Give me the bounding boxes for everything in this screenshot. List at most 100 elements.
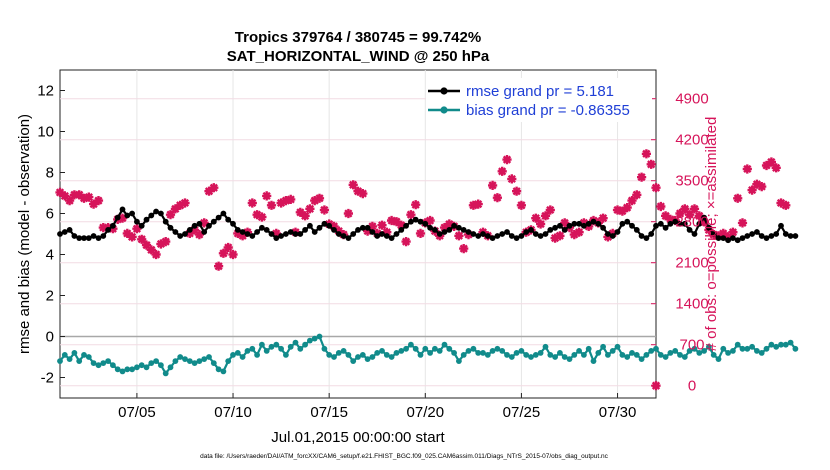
bias-point: [278, 345, 284, 352]
rmse-point: [432, 227, 438, 233]
rmse-point: [81, 235, 87, 242]
y-tick-label-left: 10: [37, 124, 54, 141]
y-tick-label-left: 4: [46, 247, 54, 264]
x-tick-label: 07/20: [407, 404, 445, 421]
bias-point: [749, 343, 755, 350]
obs-marker: [387, 215, 397, 226]
rmse-point: [778, 222, 784, 229]
rmse-point: [518, 233, 525, 239]
rmse-point: [393, 231, 400, 237]
y-tick-label-right: 4900: [675, 91, 708, 108]
bias-point: [129, 366, 136, 373]
obs-marker: [728, 227, 738, 237]
rmse-point: [489, 235, 496, 242]
obs-marker: [439, 223, 450, 233]
rmse-point: [710, 231, 717, 237]
obs-marker: [661, 211, 671, 221]
obs-marker: [632, 190, 642, 200]
rmse-point: [470, 231, 477, 237]
bias-point: [706, 343, 712, 350]
bias-point: [182, 356, 188, 362]
obs-marker: [747, 185, 757, 195]
obs-marker: [545, 205, 555, 215]
rmse-point: [105, 227, 111, 233]
x-tick-label: 07/25: [503, 404, 541, 421]
obs-marker: [141, 240, 152, 250]
bias-point: [629, 350, 635, 356]
bias-point: [778, 341, 784, 348]
rmse-point: [321, 220, 328, 227]
bias-point: [340, 348, 347, 354]
rmse-point: [739, 235, 746, 242]
obs-marker: [766, 157, 776, 167]
bias-point: [359, 352, 366, 358]
obs-marker: [156, 239, 166, 249]
rmse-point: [787, 233, 794, 239]
rmse-point: [537, 233, 544, 239]
bias-point: [532, 352, 539, 358]
bias-point: [143, 364, 150, 371]
obs-marker: [84, 192, 94, 202]
rmse-point: [364, 224, 371, 231]
rmse-point: [792, 233, 799, 239]
rmse-point: [480, 231, 486, 237]
rmse-point: [648, 231, 655, 237]
bias-point: [119, 368, 126, 375]
rmse-point: [383, 233, 390, 239]
bias-point: [268, 343, 275, 350]
bias-point: [350, 358, 357, 364]
y-tick-label-left: -2: [41, 370, 54, 387]
obs-marker: [161, 237, 171, 247]
rmse-point: [561, 227, 568, 233]
rmse-point: [95, 235, 102, 242]
obs-marker: [266, 200, 277, 210]
rmse-point: [225, 216, 232, 223]
rmse-point: [460, 227, 467, 233]
obs-marker: [238, 231, 248, 241]
x-axis-label: Jul.01,2015 00:00:00 start: [271, 429, 445, 446]
obs-marker: [190, 225, 200, 235]
bias-point: [619, 352, 626, 358]
obs-marker: [536, 219, 546, 229]
bias-point: [335, 350, 342, 356]
obs-marker: [555, 231, 565, 241]
obs-marker: [612, 205, 623, 215]
bias-point: [456, 358, 462, 364]
bias-point: [576, 348, 582, 354]
rmse-point: [210, 218, 217, 225]
bias-point: [345, 352, 352, 358]
bias-point: [470, 345, 477, 352]
rmse-point: [725, 237, 731, 244]
rmse-point: [436, 231, 443, 237]
bias-point: [90, 360, 97, 366]
rmse-point: [619, 220, 626, 227]
bias-point: [513, 350, 520, 356]
obs-marker: [151, 249, 161, 260]
rmse-point: [158, 210, 164, 217]
obs-marker: [295, 207, 305, 217]
obs-marker: [406, 210, 416, 220]
bias-point: [585, 345, 592, 352]
rmse-point: [782, 231, 789, 237]
rmse-point: [369, 229, 376, 235]
rmse-point: [542, 231, 549, 237]
obs-marker: [651, 183, 661, 193]
y-tick-label-right: 0: [688, 378, 696, 395]
rmse-point: [234, 227, 241, 233]
bias-point: [124, 366, 131, 373]
bias-point: [460, 352, 467, 358]
bias-point: [648, 348, 655, 354]
bias-point: [696, 350, 703, 356]
bias-point: [172, 358, 179, 364]
bias-point: [782, 341, 789, 348]
bias-point: [643, 352, 650, 358]
obs-marker: [771, 163, 781, 173]
bias-point: [499, 348, 506, 354]
obs-marker: [425, 215, 435, 226]
rmse-point: [758, 233, 765, 239]
obs-marker: [550, 233, 560, 243]
bias-point: [307, 337, 313, 344]
bias-point: [364, 356, 371, 362]
rmse-point: [557, 222, 563, 229]
rmse-point: [162, 218, 169, 225]
